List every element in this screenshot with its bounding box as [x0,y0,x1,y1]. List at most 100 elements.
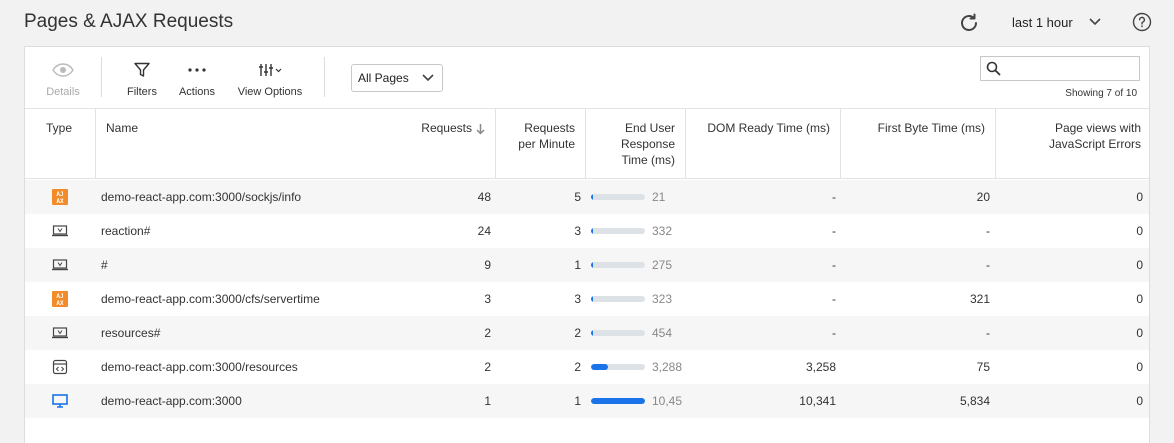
table-body: AJ AX demo-react-app.com:3000/sockjs/info 4… [25,180,1149,418]
row-js-errors: 0 [1136,292,1143,306]
toolbar-divider [324,57,325,97]
svg-text:AX: AX [56,198,64,205]
more-dots-icon [188,68,206,72]
pages-filter-select[interactable]: All Pages [351,64,443,92]
response-time-bar [591,330,645,336]
chevron-down-icon [422,74,434,82]
row-name[interactable]: reaction# [101,224,151,238]
search-input[interactable] [1005,59,1137,78]
row-requests: 3 [484,292,491,306]
eye-icon [52,63,74,77]
search-box[interactable] [980,56,1140,81]
table-row[interactable]: #9 1 275 - - 0 [25,248,1149,282]
row-first-byte-time: - [986,258,990,272]
row-dom-ready-time: - [832,224,836,238]
view-options-button[interactable]: View Options [235,59,305,99]
table-row[interactable]: demo-react-app.com:3000 1 1 10,45 10,341 5,83… [25,384,1149,418]
sliders-icon [259,64,282,76]
requests-panel: Details Filters Actions [24,46,1150,443]
time-range-select[interactable]: last 1 hour [1000,12,1101,32]
row-js-errors: 0 [1136,326,1143,340]
column-js-errors[interactable]: Page views with JavaScript Errors [995,109,1151,179]
table-row[interactable]: reaction# 24 3 332 - - 0 [25,214,1149,248]
column-eurt-line3: Time (ms) [621,153,675,167]
table-header: Type Name Requests Requests per Minute En… [25,109,1149,179]
row-name[interactable]: resources# [101,326,161,340]
column-js-errors-line1: Page views with [1054,121,1141,135]
row-name[interactable]: demo-react-app.com:3000/sockjs/info [101,190,302,204]
response-time-bar-fill [591,262,593,268]
row-first-byte-time: - [986,326,990,340]
page-title: Pages & AJAX Requests [24,11,234,32]
row-requests: 9 [484,258,491,272]
svg-text:AJ: AJ [56,293,63,300]
row-js-errors: 0 [1136,190,1143,204]
row-js-errors: 0 [1136,224,1143,238]
row-end-user-response-time: 323 [652,292,673,306]
row-end-user-response-time: 454 [652,326,673,340]
table-row[interactable]: AJ AX demo-react-app.com:3000/cfs/serverti… [25,282,1149,316]
row-js-errors: 0 [1136,394,1143,408]
row-name[interactable]: demo-react-app.com:3000/resources [101,360,298,374]
sort-down-icon [476,123,485,135]
row-name[interactable]: demo-react-app.com:3000/cfs/servertime [101,292,320,306]
help-button[interactable] [1132,12,1152,32]
table-row[interactable]: demo-react-app.com:3000/resources 2 2 3,288… [25,350,1149,384]
column-requests[interactable]: Requests [405,109,495,179]
column-eurt-line1: End User [624,121,675,135]
help-icon [1132,12,1152,32]
response-time-bar-fill [591,296,593,302]
page-header: Pages & AJAX Requests last 1 hour [0,0,1174,46]
toolbar-divider [101,57,102,97]
actions-button[interactable]: Actions [177,59,217,99]
row-name[interactable]: demo-react-app.com:3000 [101,394,242,408]
row-js-errors: 0 [1136,360,1143,374]
row-first-byte-time: 5,834 [959,394,990,408]
search-icon [986,61,1001,76]
ajax-icon: AJ AX [52,189,68,205]
details-button[interactable]: Details [43,59,83,99]
row-requests: 48 [477,190,491,204]
response-time-bar-fill [591,194,593,200]
row-end-user-response-time: 10,45 [652,394,683,408]
row-name[interactable]: # [101,258,108,272]
iframe-icon [52,359,68,375]
column-end-user-response-time[interactable]: End User Response Time (ms) [585,109,685,179]
row-requests-per-minute: 1 [574,258,581,272]
column-type[interactable]: Type [46,121,73,135]
response-time-bar-fill [591,364,608,370]
virtual-page-icon [52,257,68,273]
row-dom-ready-time: 10,341 [799,394,836,408]
pages-filter-value: All Pages [358,71,409,85]
response-time-bar-fill [591,330,593,336]
virtual-page-icon [52,325,68,341]
row-requests: 1 [484,394,491,408]
showing-count: Showing 7 of 10 [1065,88,1137,99]
row-requests-per-minute: 3 [574,224,581,238]
refresh-button[interactable] [957,11,981,35]
filters-button[interactable]: Filters [125,59,159,99]
response-time-bar-fill [591,398,645,404]
row-first-byte-time: - [986,224,990,238]
row-first-byte-time: 321 [969,292,990,306]
row-requests-per-minute: 1 [574,394,581,408]
base-page-icon [52,393,68,409]
column-first-byte-time[interactable]: First Byte Time (ms) [840,109,995,179]
response-time-bar [591,296,645,302]
column-name[interactable]: Name [95,109,405,179]
response-time-bar [591,398,645,404]
time-range-label: last 1 hour [1012,14,1073,30]
row-requests-per-minute: 2 [574,360,581,374]
row-first-byte-time: 75 [976,360,990,374]
table-row[interactable]: resources# 2 2 454 - - 0 [25,316,1149,350]
response-time-bar [591,262,645,268]
row-requests: 2 [484,360,491,374]
column-rpm-line2: per Minute [518,137,575,151]
row-dom-ready-time: - [832,190,836,204]
row-requests: 24 [477,224,491,238]
column-requests-per-minute[interactable]: Requests per Minute [495,109,585,179]
column-dom-ready-time[interactable]: DOM Ready Time (ms) [685,109,840,179]
virtual-page-icon [52,223,68,239]
row-js-errors: 0 [1136,258,1143,272]
table-row[interactable]: AJ AX demo-react-app.com:3000/sockjs/info 4… [25,180,1149,214]
